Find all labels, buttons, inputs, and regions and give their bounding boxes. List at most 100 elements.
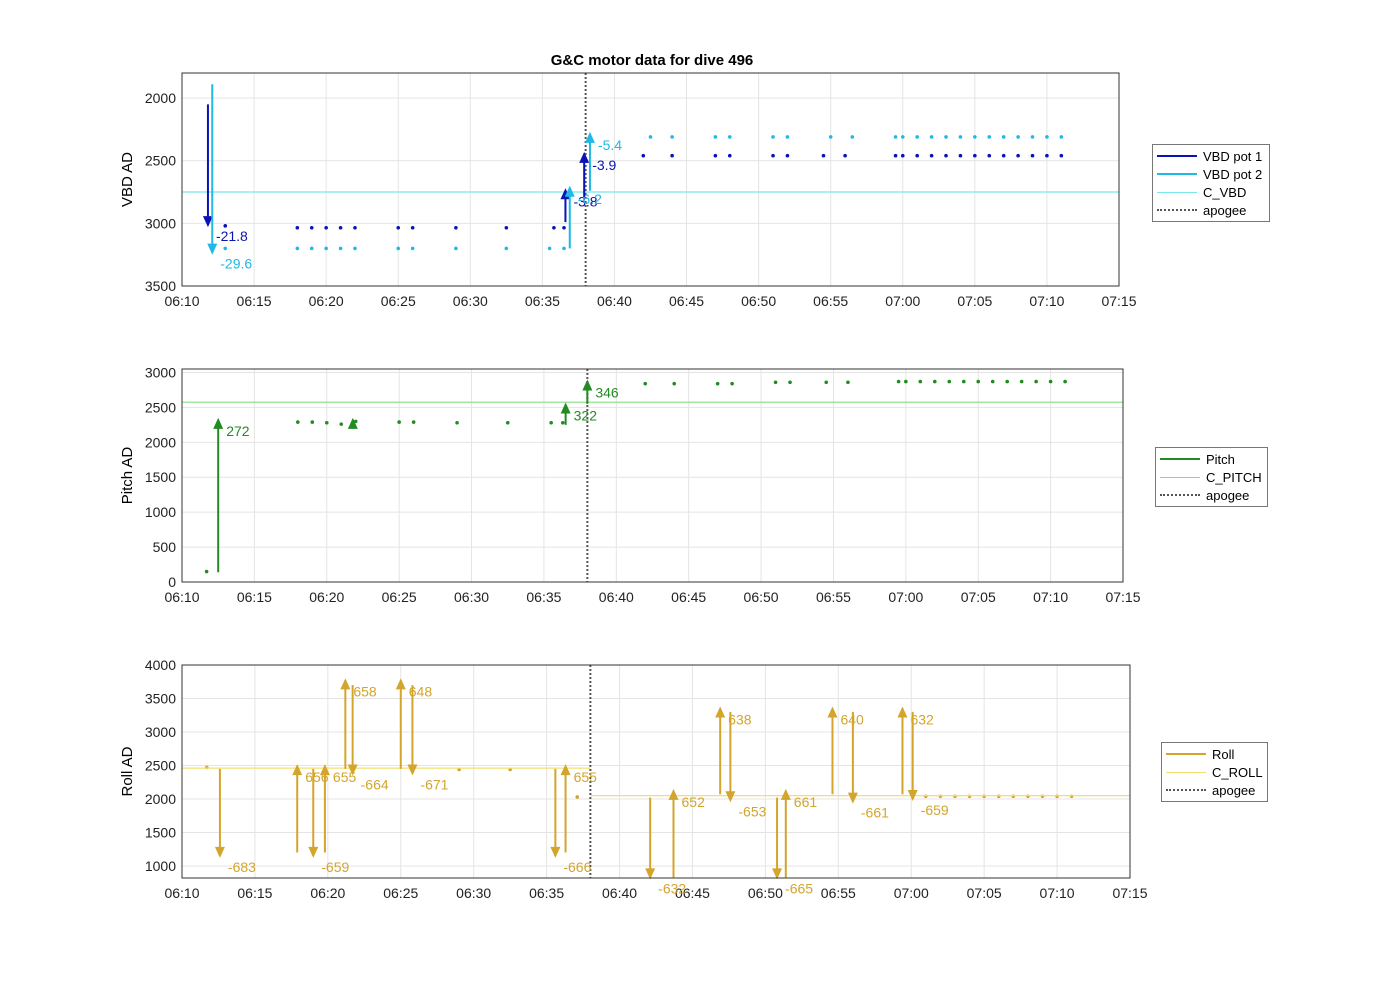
- move-label: -664: [361, 777, 389, 793]
- data-point: [296, 226, 300, 230]
- data-point: [223, 247, 227, 251]
- data-point: [930, 154, 934, 158]
- data-point: [944, 135, 948, 139]
- legend-entry: Roll: [1166, 745, 1263, 763]
- data-point: [324, 226, 328, 230]
- y-tick-label: 2000: [145, 90, 176, 106]
- y-tick-label: 1500: [145, 824, 176, 840]
- move-label: -21.8: [216, 228, 248, 244]
- data-point: [670, 135, 674, 139]
- legend-label: VBD pot 1: [1203, 149, 1262, 164]
- data-point: [324, 247, 328, 251]
- move-label: -659: [921, 802, 949, 818]
- x-tick-label: 07:00: [885, 293, 920, 309]
- data-point: [296, 420, 300, 424]
- y-tick-label: 3000: [145, 724, 176, 740]
- move-label: 652: [682, 794, 706, 810]
- data-point: [339, 226, 343, 230]
- move-label: 655: [574, 769, 598, 785]
- move-label: -665: [785, 880, 813, 896]
- y-tick-label: 4000: [145, 657, 176, 673]
- roll-legend: Roll C_ROLL apogee: [1161, 742, 1268, 802]
- panel-0: 06:10 06:15 06:20 06:25 06:30 06:35 06:40 06:45…: [119, 73, 1137, 309]
- data-point: [714, 154, 718, 158]
- data-point: [412, 420, 416, 424]
- data-point: [786, 135, 790, 139]
- legend-entry: VBD pot 2: [1157, 165, 1265, 183]
- x-tick-label: 06:35: [525, 293, 560, 309]
- data-point: [822, 154, 826, 158]
- data-point: [771, 154, 775, 158]
- panel-2: 06:10 06:15 06:20 06:25 06:30 06:35 06:40 06:45…: [119, 657, 1148, 901]
- data-point: [894, 135, 898, 139]
- data-point: [339, 422, 343, 426]
- data-point: [310, 226, 314, 230]
- move-label: -3.9: [592, 157, 616, 173]
- x-tick-label: 06:35: [526, 589, 561, 605]
- move-label: 661: [794, 794, 818, 810]
- move-label: 638: [728, 712, 752, 728]
- data-point: [339, 247, 343, 251]
- legend-label: apogee: [1206, 488, 1249, 503]
- legend-entry: C_PITCH: [1160, 468, 1263, 486]
- data-point: [846, 380, 850, 384]
- data-point: [1060, 135, 1064, 139]
- legend-swatch: [1166, 753, 1206, 755]
- data-point: [959, 135, 963, 139]
- x-tick-label: 06:50: [748, 885, 783, 901]
- data-point: [1063, 380, 1067, 384]
- data-point: [973, 135, 977, 139]
- move-label: -659: [321, 859, 349, 875]
- x-tick-label: 06:10: [164, 293, 199, 309]
- data-point: [897, 380, 901, 384]
- legend-entry: apogee: [1160, 486, 1263, 504]
- legend-entry: apogee: [1157, 201, 1265, 219]
- x-tick-label: 07:15: [1101, 293, 1136, 309]
- data-point: [396, 247, 400, 251]
- data-point: [987, 154, 991, 158]
- y-tick-label: 1000: [145, 504, 176, 520]
- data-point: [976, 380, 980, 384]
- legend-swatch: [1160, 458, 1200, 460]
- data-point: [454, 226, 458, 230]
- x-tick-label: 06:15: [237, 885, 272, 901]
- data-point: [933, 380, 937, 384]
- move-label: -6.2: [578, 191, 602, 207]
- x-tick-label: 06:15: [237, 293, 272, 309]
- data-point: [506, 421, 510, 425]
- x-tick-label: 07:10: [1033, 589, 1068, 605]
- data-point: [641, 154, 645, 158]
- y-tick-label: 0: [168, 574, 176, 590]
- plot-area: [182, 73, 1119, 286]
- data-point: [296, 247, 300, 251]
- x-tick-label: 06:10: [164, 589, 199, 605]
- x-tick-label: 06:45: [671, 589, 706, 605]
- data-point: [649, 135, 653, 139]
- y-tick-label: 2000: [145, 791, 176, 807]
- x-tick-label: 06:50: [744, 589, 779, 605]
- data-point: [562, 247, 566, 251]
- data-point: [549, 421, 553, 425]
- y-axis-label: VBD AD: [119, 152, 136, 207]
- legend-label: VBD pot 2: [1203, 167, 1262, 182]
- legend-entry: apogee: [1166, 781, 1263, 799]
- data-point: [455, 421, 459, 425]
- y-tick-label: 2500: [145, 757, 176, 773]
- data-point: [396, 226, 400, 230]
- data-point: [962, 380, 966, 384]
- data-point: [973, 154, 977, 158]
- x-tick-label: 06:25: [381, 293, 416, 309]
- x-tick-label: 06:20: [309, 293, 344, 309]
- data-point: [829, 135, 833, 139]
- data-point: [716, 382, 720, 386]
- x-tick-label: 06:20: [309, 589, 344, 605]
- move-label: -666: [563, 859, 591, 875]
- data-point: [353, 226, 357, 230]
- y-tick-label: 3500: [145, 690, 176, 706]
- y-tick-label: 500: [153, 539, 177, 555]
- move-label: -671: [420, 777, 448, 793]
- data-point: [575, 795, 579, 799]
- x-tick-label: 07:10: [1040, 885, 1075, 901]
- move-label: -661: [861, 805, 889, 821]
- x-tick-label: 06:40: [597, 293, 632, 309]
